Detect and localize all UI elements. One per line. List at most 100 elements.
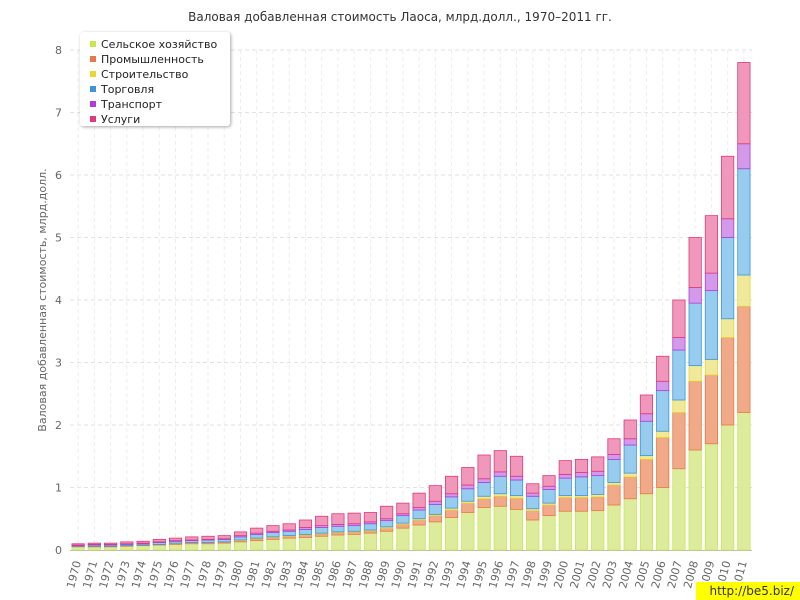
y-tick-label: 8 bbox=[55, 44, 62, 57]
bar-segment bbox=[704, 272, 718, 292]
bar-segment bbox=[363, 532, 377, 551]
bar-segment bbox=[509, 497, 524, 510]
bar-segment bbox=[201, 535, 215, 540]
bar-segment bbox=[250, 540, 264, 551]
bar-segment bbox=[574, 476, 589, 497]
legend-item[interactable]: Торговля bbox=[90, 83, 154, 97]
legend-label: Строительство bbox=[101, 68, 189, 81]
legend-item[interactable]: Услуги bbox=[90, 113, 140, 127]
bar-segment bbox=[87, 546, 101, 551]
bar-segment bbox=[639, 413, 654, 422]
bar-segment bbox=[542, 504, 556, 517]
bar-segment bbox=[298, 528, 313, 535]
bar-segment bbox=[298, 537, 313, 551]
bar-segment bbox=[315, 515, 329, 527]
bar-segment bbox=[477, 478, 491, 483]
bar-segment bbox=[704, 290, 718, 360]
bar-segment bbox=[688, 287, 702, 304]
bar-segment bbox=[591, 510, 605, 551]
bar-segment bbox=[704, 358, 718, 376]
bar-segment bbox=[509, 475, 524, 481]
bar-segment bbox=[428, 503, 442, 515]
bar-segment bbox=[428, 485, 442, 502]
bar-segment bbox=[721, 155, 735, 220]
bar-segment bbox=[607, 504, 621, 551]
bar-segment bbox=[623, 476, 637, 500]
bar-segment bbox=[428, 521, 442, 551]
bar-segment bbox=[672, 299, 686, 338]
legend-item[interactable]: Транспорт bbox=[90, 98, 162, 112]
bar-segment bbox=[591, 470, 605, 477]
bar-segment bbox=[623, 438, 637, 446]
bar-segment bbox=[509, 508, 524, 551]
bar-segment bbox=[104, 546, 118, 551]
bar-segment bbox=[688, 302, 702, 367]
y-axis-title: Валовая добавленная стоимость, млрд.долл… bbox=[36, 168, 49, 431]
bar-segment bbox=[607, 453, 621, 460]
bar-segment bbox=[688, 449, 702, 551]
bar-segment bbox=[542, 515, 556, 551]
bar-segment bbox=[639, 394, 654, 415]
bar-segment bbox=[87, 542, 101, 545]
bar-segment bbox=[282, 523, 296, 531]
bar-segment bbox=[737, 274, 751, 307]
legend-label: Промышленность bbox=[101, 53, 204, 66]
bar-segment bbox=[493, 495, 507, 507]
bar-segment bbox=[136, 545, 150, 551]
bar-segment bbox=[704, 374, 718, 445]
bar-segment bbox=[71, 546, 85, 551]
bar-segment bbox=[168, 537, 183, 542]
bar-segment bbox=[445, 493, 459, 498]
bar-segment bbox=[558, 497, 572, 512]
bar-segment bbox=[493, 450, 507, 473]
bar-segment bbox=[412, 519, 426, 526]
bar-segment bbox=[672, 349, 686, 401]
bar-segment bbox=[672, 468, 686, 551]
bar-segment bbox=[639, 458, 654, 495]
bar-segment bbox=[233, 531, 248, 537]
bar-segment bbox=[607, 484, 621, 506]
bar-segment bbox=[120, 541, 134, 545]
bar-segment bbox=[656, 380, 670, 392]
y-tick-label: 3 bbox=[55, 357, 62, 370]
legend-item[interactable]: Сельское хозяйство bbox=[90, 38, 217, 52]
bar-segment bbox=[477, 482, 491, 497]
bar-segment bbox=[623, 444, 637, 474]
bar-segment bbox=[542, 475, 556, 487]
bar-segment bbox=[558, 473, 572, 479]
bar-segment bbox=[509, 479, 524, 497]
bar-segment bbox=[688, 365, 702, 382]
watermark-link[interactable]: http://be5.biz/ bbox=[696, 582, 800, 600]
bar-segment bbox=[445, 496, 459, 509]
bar-segment bbox=[591, 496, 605, 512]
bar-segment bbox=[526, 510, 540, 521]
bar-segment bbox=[380, 520, 394, 528]
bar-segment bbox=[250, 533, 264, 539]
legend-item[interactable]: Промышленность bbox=[90, 53, 204, 67]
y-tick-label: 7 bbox=[55, 107, 62, 120]
bar-segment bbox=[282, 530, 296, 537]
bar-segment bbox=[266, 532, 280, 538]
bar-segment bbox=[656, 430, 670, 438]
bar-segment bbox=[428, 515, 442, 523]
bar-segment bbox=[250, 527, 264, 534]
bar-segment bbox=[574, 497, 589, 512]
bar-segment bbox=[688, 380, 702, 451]
bar-segment bbox=[71, 543, 85, 546]
bar-segment bbox=[574, 458, 589, 473]
bar-segment bbox=[412, 492, 426, 508]
bar-segment bbox=[721, 218, 735, 238]
bar-segment bbox=[721, 424, 735, 551]
bar-segment bbox=[558, 460, 572, 475]
bar-segment bbox=[607, 438, 621, 455]
bar-segment bbox=[542, 488, 556, 504]
bar-segment bbox=[347, 525, 361, 532]
bar-segment bbox=[445, 509, 459, 518]
bar-segment bbox=[104, 542, 118, 545]
legend-item[interactable]: Строительство bbox=[90, 68, 188, 82]
bar-segment bbox=[445, 475, 459, 495]
bar-segment bbox=[737, 168, 751, 276]
bar-segment bbox=[380, 530, 394, 551]
bar-segment bbox=[477, 507, 491, 551]
